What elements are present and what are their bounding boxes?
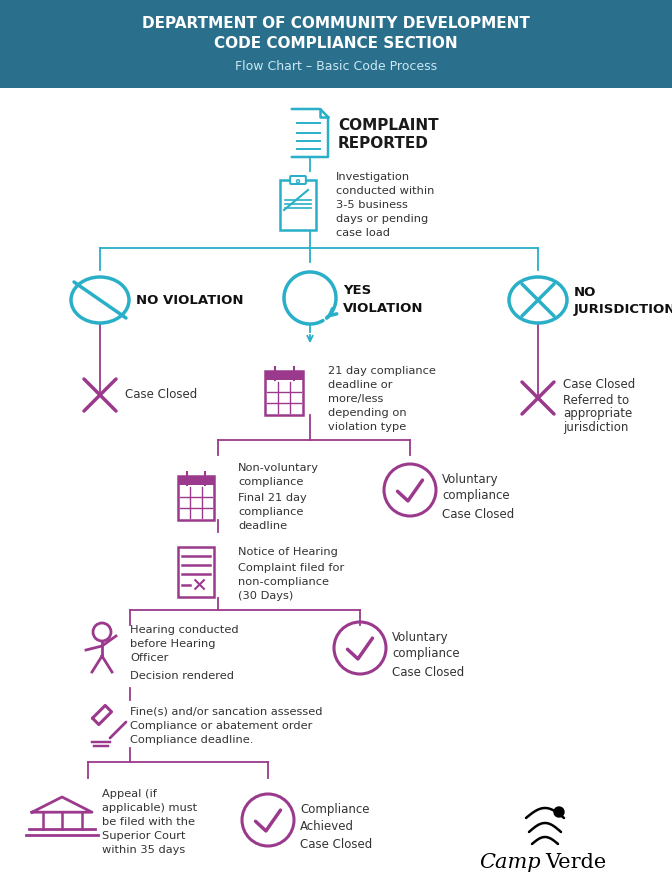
FancyBboxPatch shape <box>280 180 316 230</box>
Text: (30 Days): (30 Days) <box>238 591 293 601</box>
Text: be filed with the: be filed with the <box>102 817 195 827</box>
Text: days or pending: days or pending <box>336 214 428 224</box>
Text: more/less: more/less <box>328 394 383 404</box>
Text: Appeal (if: Appeal (if <box>102 789 157 799</box>
FancyBboxPatch shape <box>178 476 214 485</box>
Text: VIOLATION: VIOLATION <box>343 302 423 315</box>
Text: conducted within: conducted within <box>336 186 434 196</box>
Text: Complaint filed for: Complaint filed for <box>238 563 344 573</box>
Text: YES: YES <box>343 283 371 296</box>
Text: 3-5 business: 3-5 business <box>336 200 408 210</box>
FancyBboxPatch shape <box>265 371 303 415</box>
Text: REPORTED: REPORTED <box>338 135 429 150</box>
Text: Verde: Verde <box>545 852 606 871</box>
FancyBboxPatch shape <box>265 371 303 380</box>
Text: COMPLAINT: COMPLAINT <box>338 117 439 133</box>
Text: Compliance: Compliance <box>300 803 370 816</box>
Text: Case Closed: Case Closed <box>300 837 372 850</box>
Text: deadline: deadline <box>238 521 287 531</box>
Circle shape <box>554 807 564 817</box>
Text: Case Closed: Case Closed <box>442 508 514 521</box>
Text: Non-voluntary: Non-voluntary <box>238 463 319 473</box>
Text: Fine(s) and/or sancation assessed: Fine(s) and/or sancation assessed <box>130 707 323 717</box>
FancyBboxPatch shape <box>0 0 672 88</box>
Text: violation type: violation type <box>328 422 407 432</box>
Text: within 35 days: within 35 days <box>102 845 185 855</box>
Text: Case Closed: Case Closed <box>392 665 464 678</box>
Text: Voluntary: Voluntary <box>442 474 499 487</box>
Text: Notice of Hearing: Notice of Hearing <box>238 547 338 557</box>
Text: Flow Chart – Basic Code Process: Flow Chart – Basic Code Process <box>235 59 437 73</box>
Text: DEPARTMENT OF COMMUNITY DEVELOPMENT: DEPARTMENT OF COMMUNITY DEVELOPMENT <box>142 17 530 31</box>
Text: compliance: compliance <box>238 507 303 517</box>
Text: before Hearing: before Hearing <box>130 639 216 649</box>
Text: NO VIOLATION: NO VIOLATION <box>136 294 243 307</box>
Text: compliance: compliance <box>392 648 460 661</box>
Text: compliance: compliance <box>442 489 509 503</box>
Text: appropriate: appropriate <box>563 407 632 420</box>
Text: Superior Court: Superior Court <box>102 831 185 841</box>
FancyBboxPatch shape <box>290 176 306 184</box>
Text: Investigation: Investigation <box>336 172 410 182</box>
Text: Camp: Camp <box>479 852 541 871</box>
Text: Case Closed: Case Closed <box>125 389 198 401</box>
Text: 21 day compliance: 21 day compliance <box>328 366 436 376</box>
Text: Compliance deadline.: Compliance deadline. <box>130 735 253 745</box>
Text: case load: case load <box>336 228 390 238</box>
Text: Achieved: Achieved <box>300 820 354 833</box>
Text: Case Closed: Case Closed <box>563 378 635 391</box>
Text: Hearing conducted: Hearing conducted <box>130 625 239 635</box>
FancyBboxPatch shape <box>178 476 214 520</box>
Text: CODE COMPLIANCE SECTION: CODE COMPLIANCE SECTION <box>214 37 458 52</box>
Text: deadline or: deadline or <box>328 380 392 390</box>
Text: applicable) must: applicable) must <box>102 803 197 813</box>
Text: Decision rendered: Decision rendered <box>130 671 234 681</box>
Text: NO: NO <box>574 286 596 299</box>
Text: compliance: compliance <box>238 477 303 487</box>
FancyBboxPatch shape <box>178 547 214 597</box>
Text: jurisdiction: jurisdiction <box>563 421 628 434</box>
Text: JURISDICTION: JURISDICTION <box>574 303 672 316</box>
Text: Officer: Officer <box>130 653 169 663</box>
Text: non-compliance: non-compliance <box>238 577 329 587</box>
Text: Compliance or abatement order: Compliance or abatement order <box>130 721 312 731</box>
Text: depending on: depending on <box>328 408 407 418</box>
Text: Voluntary: Voluntary <box>392 632 449 644</box>
Text: Final 21 day: Final 21 day <box>238 493 306 503</box>
Text: Referred to: Referred to <box>563 393 629 406</box>
